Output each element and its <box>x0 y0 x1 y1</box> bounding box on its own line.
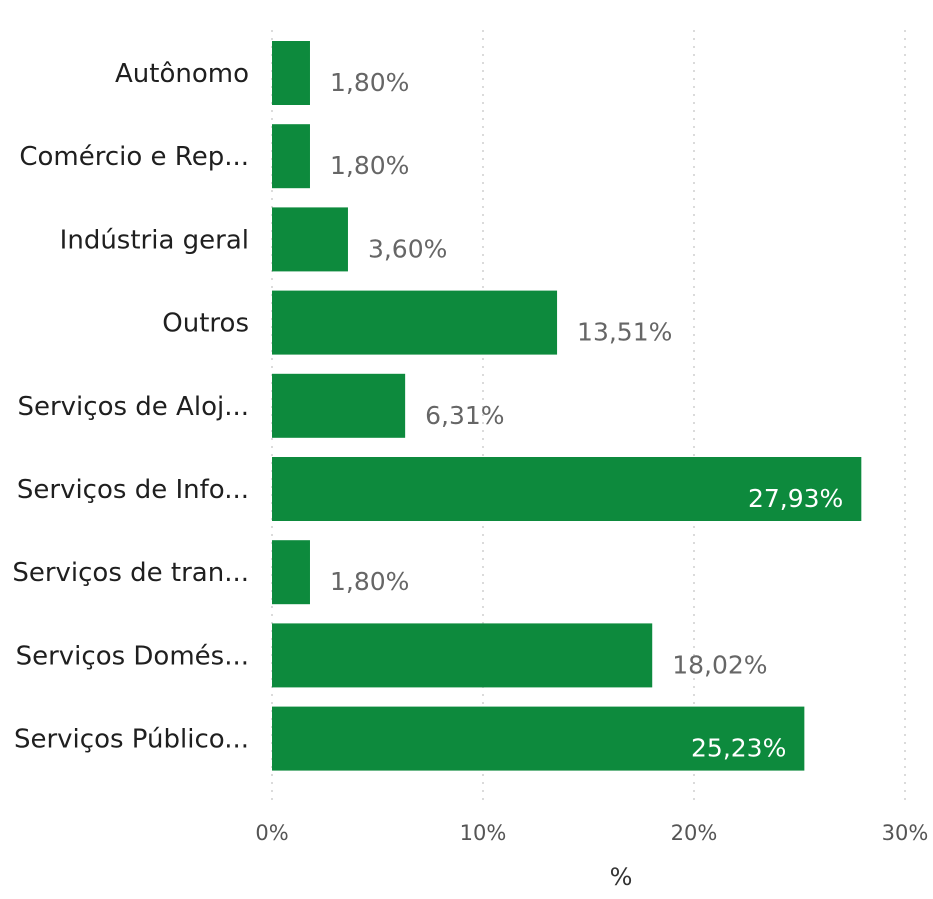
bar[interactable] <box>272 457 862 521</box>
data-label: 18,02% <box>672 650 767 679</box>
bar[interactable] <box>272 373 406 438</box>
x-tick-label: 30% <box>882 821 929 845</box>
bar[interactable] <box>272 290 558 355</box>
bar[interactable] <box>272 540 310 605</box>
x-tick-label: 20% <box>671 821 718 845</box>
category-label: Serviços de Info... <box>17 475 249 505</box>
category-label: Autônomo <box>115 59 249 89</box>
category-label: Serviços Público... <box>14 725 249 755</box>
category-label: Serviços de Aloj... <box>17 392 249 422</box>
data-label: 1,80% <box>330 567 409 596</box>
data-label: 1,80% <box>330 68 409 97</box>
category-label: Serviços Domés... <box>16 641 249 671</box>
data-label: 3,60% <box>368 234 447 263</box>
x-axis-ticks: 0% 10% 20% 30% <box>255 821 928 845</box>
x-axis-title: % <box>610 863 633 891</box>
x-tick-label: 10% <box>460 821 507 845</box>
data-label: 27,93% <box>748 484 843 513</box>
data-label: 13,51% <box>577 318 672 347</box>
category-label: Serviços de tran... <box>12 558 249 588</box>
data-label: 1,80% <box>330 151 409 180</box>
bar[interactable] <box>272 41 310 105</box>
category-labels: Autônomo Comércio e Rep... Indústria geral… <box>12 59 249 755</box>
category-label: Comércio e Rep... <box>19 142 249 172</box>
bar[interactable] <box>272 207 348 272</box>
bar[interactable] <box>272 706 805 771</box>
category-label: Outros <box>162 309 249 339</box>
x-tick-label: 0% <box>255 821 288 845</box>
bar[interactable] <box>272 623 653 688</box>
category-label: Indústria geral <box>60 225 249 255</box>
bars <box>272 41 862 771</box>
data-labels: 1,80% 1,80% 3,60% 13,51% 6,31% 27,93% 1,80% 18,… <box>330 68 843 763</box>
bar[interactable] <box>272 124 310 189</box>
data-label: 25,23% <box>691 734 786 763</box>
data-label: 6,31% <box>425 401 504 430</box>
